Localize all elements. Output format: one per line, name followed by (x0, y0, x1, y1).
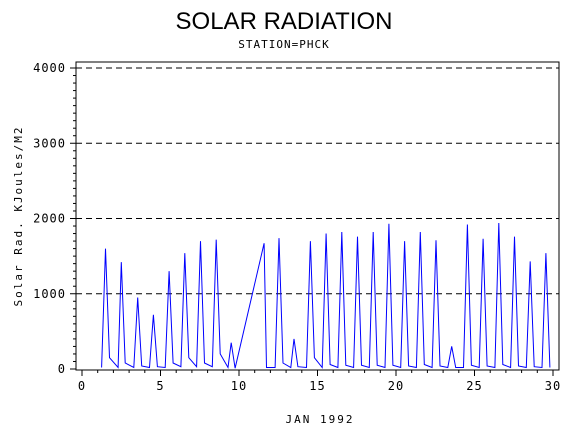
y-tick-label-0: 0 (58, 362, 66, 376)
y-tick-label-2000: 2000 (33, 212, 66, 226)
x-tick-label-5: 5 (156, 379, 164, 393)
y-axis-label: Solar Rad. KJoules/M2 (12, 125, 25, 306)
plot-frame (75, 61, 560, 371)
y-axis: 0 1000 2000 3000 4000 (33, 61, 76, 376)
x-tick-label-0: 0 (78, 379, 86, 393)
series-line (101, 222, 551, 370)
x-tick-label-25: 25 (466, 379, 482, 393)
grid-lines (76, 67, 559, 295)
y-tick-label-4000: 4000 (33, 61, 66, 75)
y-tick-label-3000: 3000 (33, 136, 66, 150)
x-tick-label-10: 10 (231, 379, 247, 393)
chart-title: SOLAR RADIATION (176, 8, 393, 35)
x-axis: 0 5 10 15 20 25 30 (78, 370, 561, 393)
x-tick-label-20: 20 (388, 379, 404, 393)
x-axis-label: JAN 1992 (286, 413, 355, 426)
chart-subtitle: STATION=PHCK (238, 38, 329, 51)
x-tick-label-30: 30 (545, 379, 561, 393)
y-tick-label-1000: 1000 (33, 287, 66, 301)
x-tick-label-15: 15 (309, 379, 325, 393)
